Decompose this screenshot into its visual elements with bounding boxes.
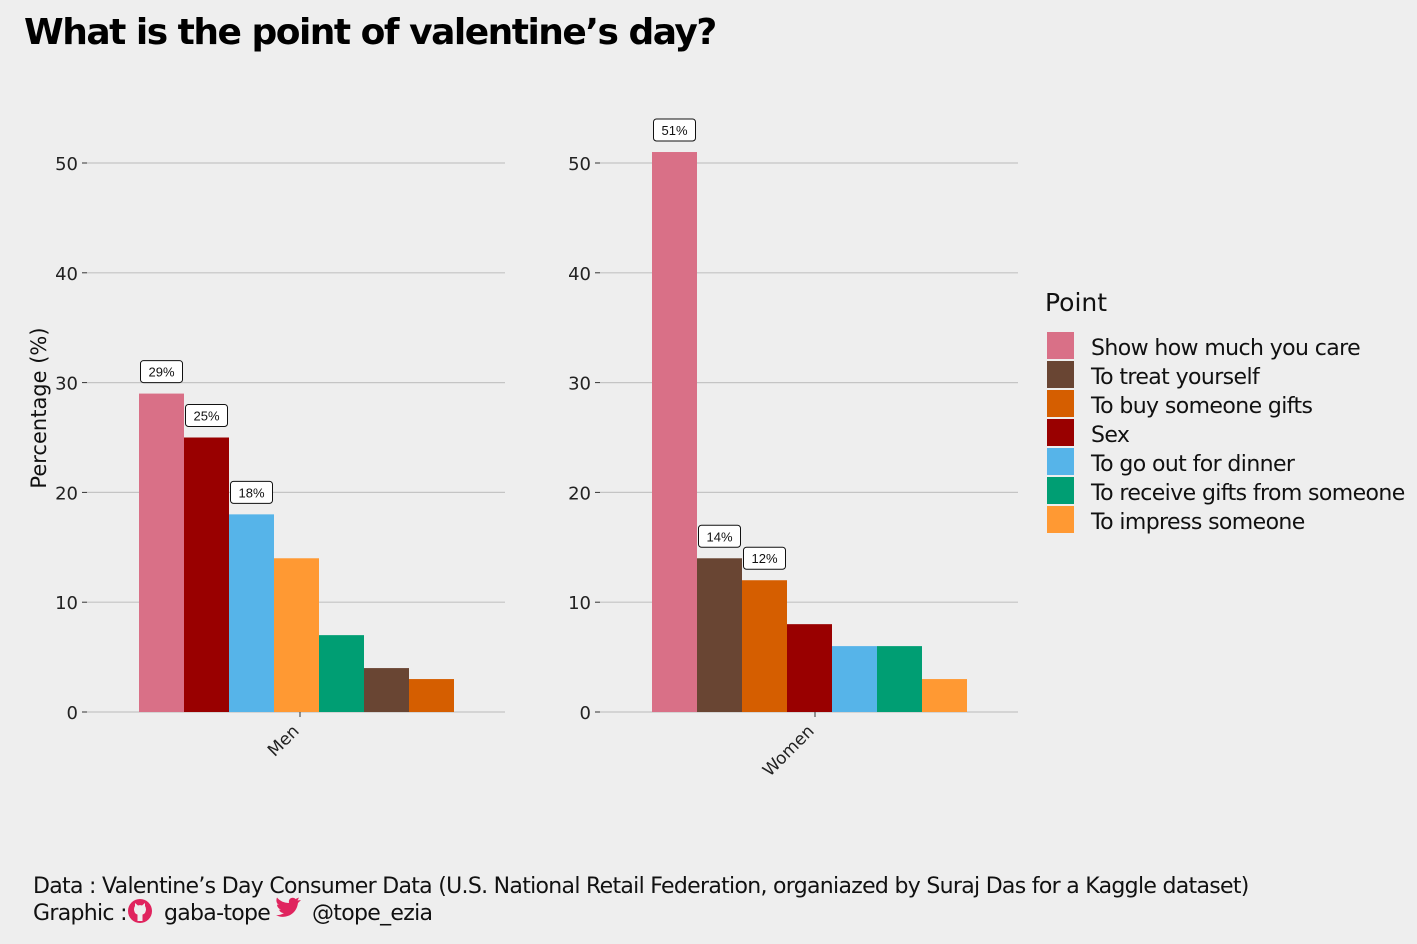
bar <box>319 635 364 712</box>
bar <box>184 437 229 712</box>
data-label: 18% <box>230 480 273 504</box>
legend-item: To treat yourself <box>1047 361 1262 390</box>
legend-swatch <box>1047 477 1074 504</box>
legend-swatch <box>1047 506 1074 533</box>
legend-swatch <box>1047 390 1074 417</box>
chart-title: What is the point of valentine’s day? <box>24 12 716 53</box>
legend-label: Sex <box>1091 423 1130 448</box>
data-label-text: 29% <box>148 365 174 380</box>
data-label: 29% <box>140 360 183 384</box>
y-tick-label: 40 <box>55 264 78 285</box>
data-label: 25% <box>185 404 228 427</box>
data-label-box <box>743 546 786 570</box>
data-label-box <box>698 524 741 548</box>
legend-item: To receive gifts from someone <box>1047 477 1405 506</box>
y-tick-label: 30 <box>568 374 591 395</box>
legend-swatch <box>1047 332 1074 359</box>
bar <box>409 679 454 712</box>
data-label: 14% <box>698 524 741 548</box>
legend-label: To impress someone <box>1090 510 1305 535</box>
bar <box>742 580 787 712</box>
legend: Point Show how much you care To treat you… <box>1045 288 1405 535</box>
bar <box>922 679 967 712</box>
data-label-box <box>230 480 273 504</box>
panel-men: 0 10 20 30 40 50 29% 25% 18% Men <box>55 154 505 761</box>
data-label-text: 14% <box>706 529 732 544</box>
bar <box>697 558 742 712</box>
bar <box>877 646 922 712</box>
legend-label: To buy someone gifts <box>1090 394 1313 419</box>
chart-panels: 0 10 20 30 40 50 29% 25% 18% Men 0 10 20 30 40 50 51% 14%… <box>55 118 1018 781</box>
caption-graphic-label: Graphic : <box>33 901 127 926</box>
data-label-box <box>653 118 696 142</box>
legend-label: To receive gifts from someone <box>1090 481 1405 506</box>
legend-item: Show how much you care <box>1047 332 1361 361</box>
legend-swatch <box>1047 419 1074 446</box>
caption: Data : Valentine’s Day Consumer Data (U.… <box>33 874 1249 926</box>
legend-swatch <box>1047 448 1074 475</box>
y-tick-label: 50 <box>568 154 591 175</box>
data-label: 51% <box>653 118 696 142</box>
y-axis-label: Percentage (%) <box>27 327 51 488</box>
y-tick-label: 0 <box>580 703 591 724</box>
caption-data-source: Data : Valentine’s Day Consumer Data (U.… <box>33 874 1249 899</box>
github-handle: gaba-tope <box>164 901 270 926</box>
legend-item: To impress someone <box>1047 506 1305 535</box>
y-tick-label: 20 <box>568 483 591 504</box>
data-label: 12% <box>743 546 786 570</box>
legend-title: Point <box>1045 288 1107 317</box>
data-label-box <box>185 404 228 427</box>
y-tick-label: 10 <box>568 593 591 614</box>
github-icon <box>128 899 152 923</box>
bar <box>274 558 319 712</box>
legend-label: To treat yourself <box>1090 365 1261 390</box>
legend-item: Sex <box>1047 419 1131 448</box>
data-label-text: 12% <box>751 551 777 566</box>
twitter-icon <box>276 897 301 917</box>
data-label-box <box>140 360 183 384</box>
x-category-label: Men <box>264 721 304 761</box>
legend-item: To go out for dinner <box>1047 448 1297 477</box>
bar <box>364 668 409 712</box>
y-tick-label: 30 <box>55 374 78 395</box>
legend-item: To buy someone gifts <box>1047 390 1313 419</box>
panel-women: 0 10 20 30 40 50 51% 14% 12% Women <box>568 118 1018 781</box>
y-tick-label: 20 <box>55 483 78 504</box>
bar <box>787 624 832 712</box>
y-tick-label: 40 <box>568 264 591 285</box>
bar <box>139 393 184 712</box>
y-tick-label: 0 <box>67 703 78 724</box>
y-tick-label: 10 <box>55 593 78 614</box>
x-category-label: Women <box>759 721 818 780</box>
data-label-text: 25% <box>193 409 219 424</box>
legend-label: To go out for dinner <box>1090 452 1296 477</box>
y-tick-label: 50 <box>55 154 78 175</box>
data-label-text: 51% <box>661 123 687 138</box>
legend-swatch <box>1047 361 1074 388</box>
bar <box>832 646 877 712</box>
data-label-text: 18% <box>238 485 264 500</box>
bar <box>652 152 697 712</box>
bar <box>229 514 274 712</box>
legend-label: Show how much you care <box>1091 336 1360 361</box>
twitter-handle: @tope_ezia <box>312 901 432 926</box>
